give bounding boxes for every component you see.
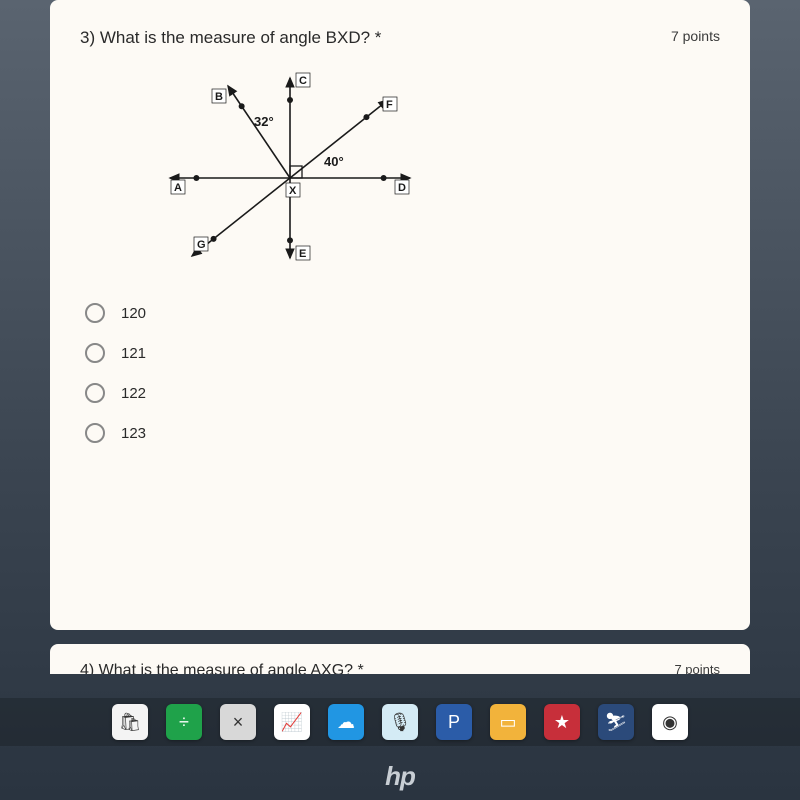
pearson-icon[interactable]: P [436,704,472,740]
next-question-card: 4) What is the measure of angle AXG? * 7… [50,644,750,674]
taskbar: 🛍 ÷ × 📈 ☁ 🎙 P ▭ ★ ⛷ ◉ [0,698,800,746]
options-group: 120 121 122 123 [85,293,720,453]
svg-text:40°: 40° [324,154,344,169]
ski-icon[interactable]: ⛷ [598,704,634,740]
svg-text:32°: 32° [254,114,274,129]
radio-button[interactable] [85,383,105,403]
option-label: 122 [121,385,146,402]
store-icon[interactable]: 🛍 [112,704,148,740]
texas-icon[interactable]: ★ [544,704,580,740]
svg-text:D: D [398,182,406,194]
option-row-1[interactable]: 121 [85,333,720,373]
option-label: 123 [121,425,146,442]
next-question-text: 4) What is the measure of angle AXG? * [80,662,364,674]
chrome-icon[interactable]: ◉ [652,704,688,740]
calc-green-icon[interactable]: ÷ [166,704,202,740]
next-points-label: 7 points [674,662,720,674]
cloud-icon[interactable]: ☁ [328,704,364,740]
svg-text:A: A [174,182,182,194]
classroom-icon[interactable]: ▭ [490,704,526,740]
record-icon[interactable]: 🎙 [382,704,418,740]
question-header: 3) What is the measure of angle BXD? * 7… [80,28,720,48]
svg-text:G: G [197,239,206,251]
svg-text:X: X [289,185,297,197]
svg-text:B: B [215,91,223,103]
option-label: 120 [121,305,146,322]
hp-logo: hp [385,761,415,792]
svg-text:C: C [299,75,307,87]
question-card: 3) What is the measure of angle BXD? * 7… [50,0,750,630]
option-label: 121 [121,345,146,362]
svg-text:F: F [386,99,393,111]
option-row-3[interactable]: 123 [85,413,720,453]
question-text: 3) What is the measure of angle BXD? * [80,28,381,48]
angle-diagram: A D C E B F G X 32° 40° [140,58,440,278]
calc-grey-icon[interactable]: × [220,704,256,740]
radio-button[interactable] [85,423,105,443]
points-label: 7 points [671,28,720,44]
svg-text:E: E [299,248,306,260]
option-row-2[interactable]: 122 [85,373,720,413]
graph-icon[interactable]: 📈 [274,704,310,740]
option-row-0[interactable]: 120 [85,293,720,333]
radio-button[interactable] [85,343,105,363]
radio-button[interactable] [85,303,105,323]
